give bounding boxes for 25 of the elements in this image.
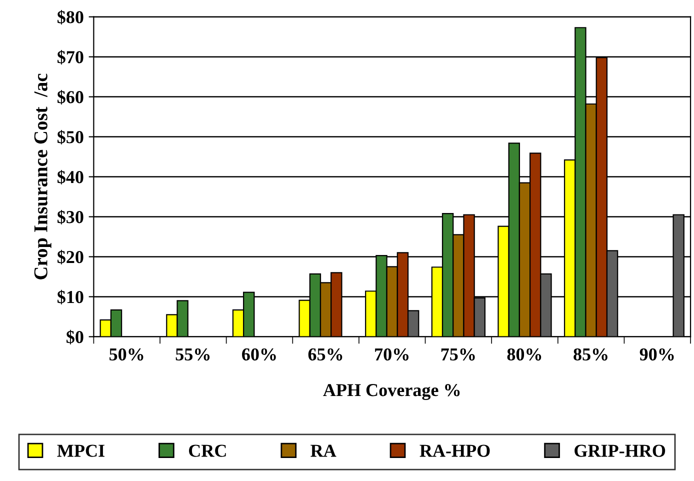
x-tick-label: 70%: [375, 348, 408, 361]
x-tick-label: 85%: [574, 348, 608, 361]
x-axis-title: APH Coverage %: [323, 384, 460, 400]
y-tick-label: $40: [58, 170, 84, 184]
legend-label: MPCI: [57, 444, 104, 457]
y-tick-label: $80: [58, 10, 84, 24]
y-tick-label: $70: [58, 50, 84, 64]
legend-label: CRC: [189, 444, 226, 457]
y-tick-label: $50: [58, 130, 84, 144]
x-tick-label: 90%: [640, 348, 674, 361]
y-tick-label: $30: [58, 210, 84, 224]
x-tick-label: 80%: [507, 348, 542, 361]
x-tick-label: 50%: [110, 348, 144, 361]
y-axis-title: Crop Insurance Cost /ac: [34, 74, 52, 280]
legend-label: GRIP-HRO: [574, 444, 666, 457]
legend-label: RA-HPO: [420, 444, 490, 457]
y-tick-label: $60: [58, 90, 84, 104]
y-tick-label: $10: [58, 290, 84, 304]
x-tick-label: 55%: [176, 348, 210, 361]
x-tick-label: 75%: [441, 348, 475, 361]
y-tick-label: $0: [66, 330, 84, 344]
legend-label: RA: [310, 444, 336, 457]
x-tick-label: 65%: [308, 348, 342, 361]
x-tick-label: 60%: [242, 348, 276, 361]
y-tick-label: $20: [58, 250, 84, 264]
